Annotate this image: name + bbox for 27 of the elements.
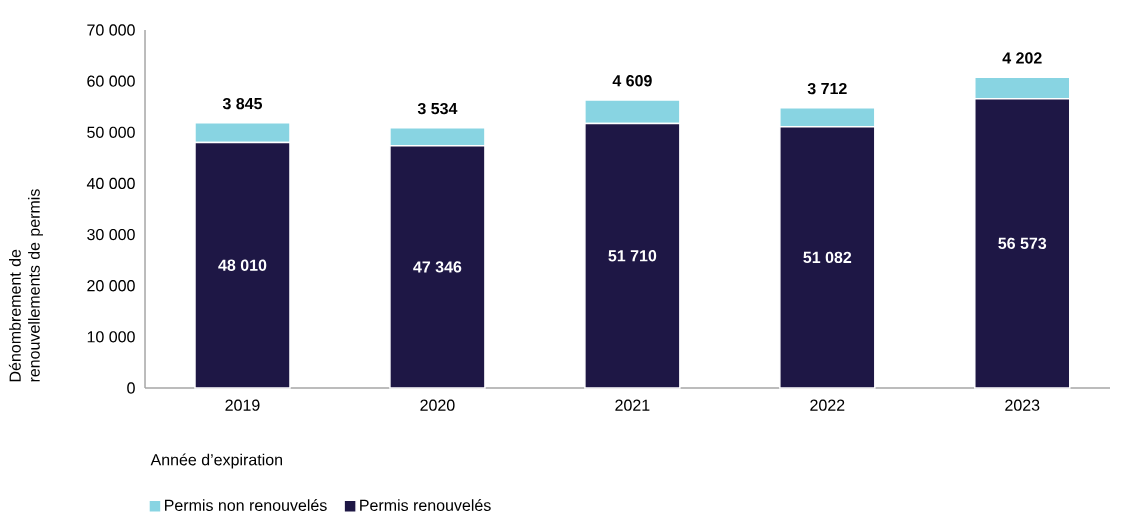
data-label: 3 712 [807, 82, 847, 95]
y-tick-label: 30 000 [87, 228, 135, 241]
y-tick-label: 70 000 [87, 24, 135, 36]
x-tick-label: 2020 [420, 399, 455, 411]
y-tick-label: 40 000 [86, 177, 135, 189]
legend-label: Permis renouvelés [360, 498, 491, 511]
x-axis-title: Année d’expiration [150, 453, 282, 469]
y-tick-label: 50 000 [87, 126, 135, 138]
y-tick-label: 0 [127, 382, 135, 394]
y-tick-label: 60 000 [87, 75, 135, 87]
data-label: 3 534 [417, 102, 458, 115]
x-tick-label: 2023 [1005, 399, 1040, 411]
legend-label: Permis non renouvelés [165, 498, 327, 511]
x-tick-label: 2022 [810, 399, 845, 411]
data-label: 4 202 [1002, 52, 1042, 64]
data-label: 48 010 [218, 259, 267, 271]
data-label: 51 082 [803, 251, 852, 263]
x-tick-label: 2019 [225, 399, 260, 411]
x-tick-label: 2021 [615, 399, 650, 411]
data-label: 3 845 [222, 97, 263, 110]
y-tick-label: 10 000 [87, 331, 135, 343]
data-label: 56 573 [998, 237, 1047, 249]
y-axis-title: Dénombrement de renouvellements de permis [8, 189, 43, 382]
y-tick-label: 20 000 [87, 279, 135, 292]
data-label: 47 346 [413, 261, 462, 273]
data-label: 4 609 [612, 75, 652, 87]
data-label: 51 710 [608, 250, 657, 262]
